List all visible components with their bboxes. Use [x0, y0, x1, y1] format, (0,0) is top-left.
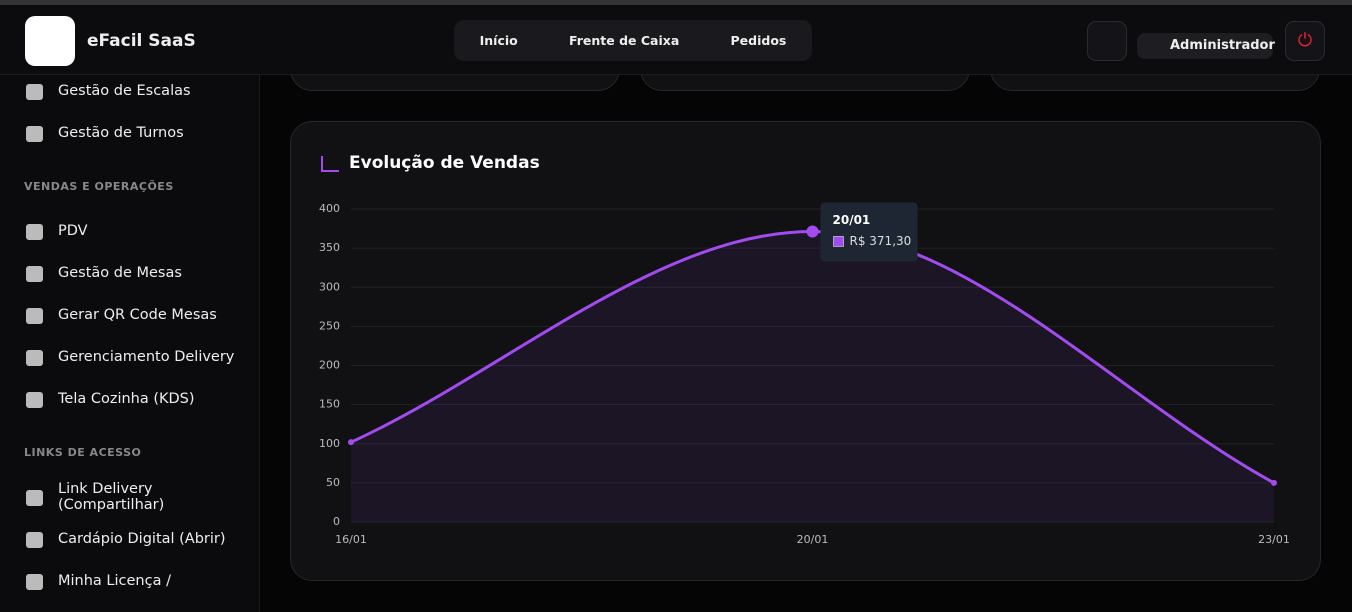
- top-bar: eFacil SaaS Início Frente de Caixa Pedid…: [0, 0, 1352, 75]
- y-tick-label: 300: [319, 280, 340, 293]
- area: [351, 231, 1274, 522]
- menu-icon: [26, 84, 43, 100]
- y-tick-label: 150: [319, 398, 340, 411]
- nav: Início Frente de Caixa Pedidos: [454, 20, 812, 61]
- logout-button[interactable]: ⏻: [1285, 21, 1325, 61]
- menu-item[interactable]: Cardápio Digital (Abrir): [58, 531, 226, 547]
- menu-icon: [26, 574, 43, 590]
- menu-item[interactable]: Tela Cozinha (KDS): [58, 391, 195, 407]
- menu-icon: [26, 224, 43, 240]
- brand: eFacil SaaS: [87, 31, 196, 51]
- y-tick-label: 50: [326, 476, 340, 489]
- y-tick-label: 400: [319, 202, 340, 215]
- y-tick-label: 350: [319, 241, 340, 254]
- logo: [25, 16, 75, 66]
- section-title: LINKS DE ACESSO: [24, 446, 142, 459]
- menu-item[interactable]: Gestão de Turnos: [58, 125, 184, 141]
- nav-link[interactable]: Início: [479, 33, 518, 48]
- x-tick-label: 20/01: [797, 533, 829, 546]
- y-tick-label: 250: [319, 319, 340, 332]
- y-tick-label: 200: [319, 359, 340, 372]
- menu-item[interactable]: Gerar QR Code Mesas: [58, 307, 217, 323]
- menu-item[interactable]: Minha Licença /: [58, 573, 171, 589]
- point: [806, 225, 819, 238]
- chart-card: Evolução de Vendas: [290, 121, 1321, 581]
- menu-icon: [26, 266, 43, 282]
- menu-icon: [26, 126, 43, 142]
- tooltip-swatch: [833, 236, 844, 247]
- y-tick-label: 0: [333, 515, 340, 528]
- menu-icon: [26, 532, 43, 548]
- menu-item[interactable]: PDV: [58, 223, 88, 239]
- x-tick-label: 23/01: [1258, 533, 1290, 546]
- section-title: VENDAS E OPERAÇÕES: [24, 180, 174, 193]
- point: [348, 439, 354, 446]
- menu-icon: [26, 308, 43, 324]
- theme-button[interactable]: [1087, 21, 1127, 61]
- sidebar: Gestão de Escalas Gestão de Turnos VENDAS …: [0, 75, 260, 612]
- chart-title: Evolução de Vendas: [349, 153, 540, 173]
- nav-link[interactable]: Pedidos: [730, 33, 787, 48]
- nav-link[interactable]: Frente de Caixa: [569, 33, 680, 48]
- chart-icon: [321, 156, 339, 172]
- menu-item[interactable]: Gerenciamento Delivery: [58, 349, 235, 365]
- x-tick-label: 16/01: [335, 533, 367, 546]
- menu-item[interactable]: Link Delivery (Compartilhar): [58, 481, 165, 513]
- tooltip: [820, 202, 918, 262]
- menu-icon: [26, 490, 43, 506]
- menu-item[interactable]: Gestão de Escalas: [58, 83, 191, 99]
- point: [1271, 479, 1277, 486]
- menu-icon: [26, 392, 43, 408]
- y-tick-label: 100: [319, 437, 340, 450]
- tooltip-title: 20/01: [833, 213, 871, 227]
- tooltip-value: R$ 371,30: [850, 234, 912, 248]
- menu-icon: [26, 350, 43, 366]
- menu-item[interactable]: Gestão de Mesas: [58, 265, 182, 281]
- user-menu[interactable]: Administrador: [1137, 33, 1275, 59]
